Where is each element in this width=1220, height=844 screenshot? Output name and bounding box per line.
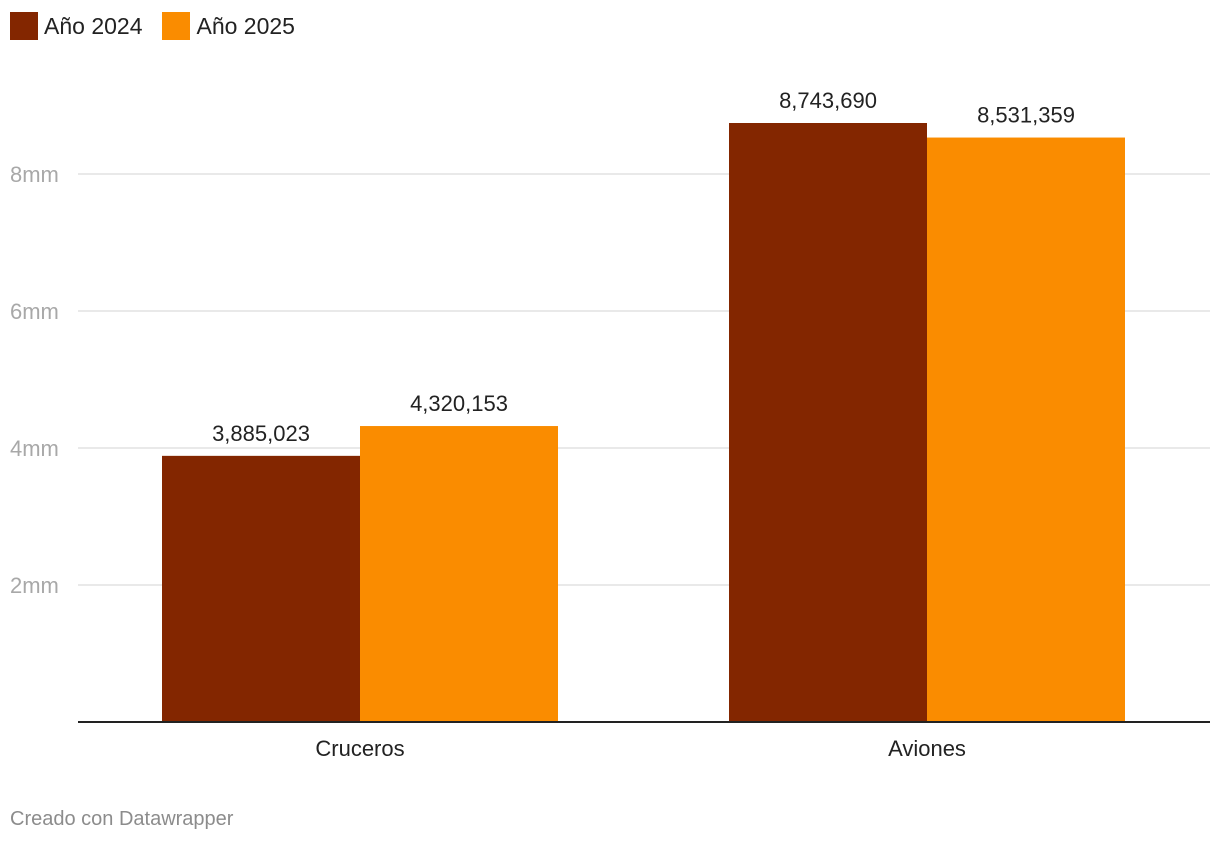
legend-swatch-2025	[162, 12, 191, 40]
footer-credit: Creado con Datawrapper	[10, 808, 234, 830]
data-label: 4,320,153	[410, 391, 508, 416]
x-tick-label: Aviones	[888, 736, 966, 761]
bar	[927, 137, 1125, 722]
bar	[729, 123, 927, 722]
y-tick-label: 2mm	[10, 573, 59, 598]
legend-item-2025: Año 2025	[162, 12, 295, 40]
data-label: 3,885,023	[212, 421, 310, 446]
legend-swatch-2024	[10, 12, 38, 40]
bar	[360, 426, 558, 722]
y-tick-label: 6mm	[10, 299, 59, 324]
data-label: 8,743,690	[779, 88, 877, 113]
data-label: 8,531,359	[977, 103, 1075, 128]
legend-label-2025: Año 2025	[196, 12, 295, 39]
legend: Año 2024 Año 2025	[10, 12, 315, 40]
y-tick-label: 8mm	[10, 162, 59, 187]
legend-item-2024: Año 2024	[10, 12, 142, 40]
x-tick-label: Cruceros	[315, 736, 404, 761]
legend-label-2024: Año 2024	[44, 12, 143, 39]
y-tick-label: 4mm	[10, 436, 59, 461]
bar	[162, 455, 360, 722]
